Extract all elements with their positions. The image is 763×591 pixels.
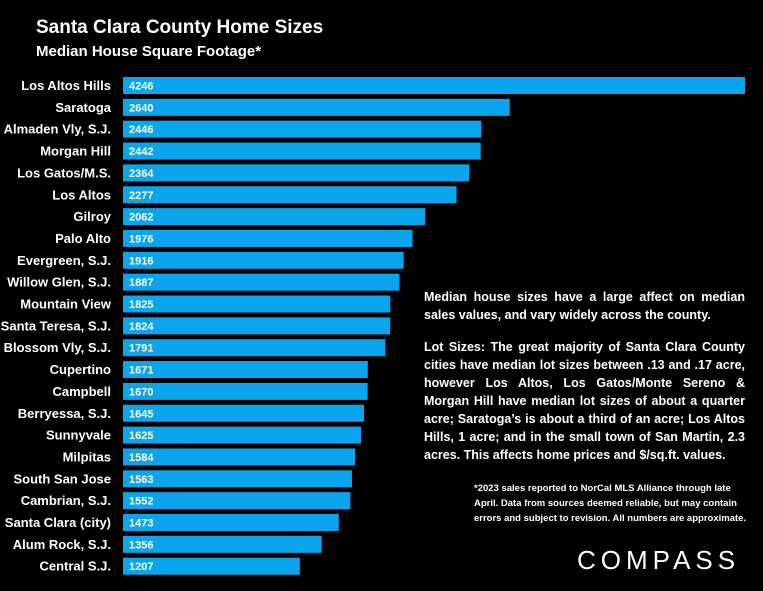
bar-santa-teresa-s-j <box>123 317 391 335</box>
value-label-milpitas: 1584 <box>129 452 154 464</box>
notes-panel: Median house sizes have a large affect o… <box>424 288 745 478</box>
footnote: *2023 sales reported to NorCal MLS Allia… <box>474 483 747 524</box>
chart-subtitle: Median House Square Footage* <box>36 43 262 60</box>
value-label-central-s-j: 1207 <box>129 561 153 573</box>
category-label-morgan-hill: Morgan Hill <box>40 144 111 159</box>
category-label-saratoga: Saratoga <box>55 100 111 115</box>
bar-willow-glen-s-j <box>123 273 400 291</box>
bar-gilroy <box>123 208 426 226</box>
category-label-blossom-vly-s-j: Blossom Vly, S.J. <box>4 340 111 355</box>
bar-cupertino <box>123 361 368 379</box>
value-label-cupertino: 1671 <box>129 365 153 377</box>
category-label-central-s-j: Central S.J. <box>39 559 111 574</box>
value-label-campbell: 1670 <box>129 386 153 398</box>
value-label-los-altos: 2277 <box>129 190 153 202</box>
chart-title: Santa Clara County Home Sizes <box>36 17 324 38</box>
bar-central-s-j <box>123 557 300 575</box>
category-label-south-san-jose: South San Jose <box>13 471 111 486</box>
bar-morgan-hill <box>123 142 481 160</box>
category-label-cupertino: Cupertino <box>50 362 111 377</box>
value-label-santa-clara-city: 1473 <box>129 518 153 530</box>
bar-cambrian-s-j <box>123 492 351 510</box>
compass-logo: COMPASS <box>577 545 741 575</box>
value-label-palo-alto: 1976 <box>129 233 153 245</box>
bar-sunnyvale <box>123 426 362 444</box>
bar-los-altos-hills <box>123 77 745 94</box>
bar-south-san-jose <box>123 470 352 488</box>
note-median-sizes: Median house sizes have a large affect o… <box>424 290 745 322</box>
value-label-saratoga: 2640 <box>129 102 153 114</box>
category-label-los-altos: Los Altos <box>52 187 111 202</box>
bar-mountain-view <box>123 295 391 313</box>
bar-saratoga <box>123 98 510 116</box>
bar-santa-clara-city <box>123 514 339 531</box>
category-label-campbell: Campbell <box>52 384 111 399</box>
bar-milpitas <box>123 448 356 466</box>
bar-palo-alto <box>123 229 413 247</box>
value-label-morgan-hill: 2442 <box>129 146 153 158</box>
value-label-south-san-jose: 1563 <box>129 474 153 486</box>
value-label-gilroy: 2062 <box>129 212 153 224</box>
category-label-alum-rock-s-j: Alum Rock, S.J. <box>13 537 111 552</box>
value-label-willow-glen-s-j: 1887 <box>129 277 153 289</box>
bar-alum-rock-s-j <box>123 535 322 553</box>
value-label-cambrian-s-j: 1552 <box>129 496 153 508</box>
category-label-mountain-view: Mountain View <box>20 297 112 312</box>
note-lot-sizes: Lot Sizes: The great majority of Santa C… <box>424 340 745 462</box>
bar-evergreen-s-j <box>123 251 404 269</box>
category-label-palo-alto: Palo Alto <box>55 231 111 246</box>
value-label-mountain-view: 1825 <box>129 299 153 311</box>
value-label-los-altos-hills: 4246 <box>129 81 153 93</box>
bar-almaden-vly-s-j <box>123 120 482 138</box>
value-label-almaden-vly-s-j: 2446 <box>129 124 153 136</box>
category-label-santa-clara-city: Santa Clara (city) <box>5 515 111 530</box>
value-label-santa-teresa-s-j: 1824 <box>129 321 154 333</box>
value-label-alum-rock-s-j: 1356 <box>129 539 153 551</box>
category-label-cambrian-s-j: Cambrian, S.J. <box>21 493 111 508</box>
category-label-santa-teresa-s-j: Santa Teresa, S.J. <box>1 318 111 333</box>
category-label-berryessa-s-j: Berryessa, S.J. <box>18 406 111 421</box>
category-label-evergreen-s-j: Evergreen, S.J. <box>17 253 111 268</box>
value-label-los-gatos-m-s: 2364 <box>129 168 154 180</box>
bar-campbell <box>123 382 368 400</box>
bar-los-gatos-m-s <box>123 164 470 182</box>
category-label-gilroy: Gilroy <box>73 209 111 224</box>
bar-blossom-vly-s-j <box>123 339 386 357</box>
bar-berryessa-s-j <box>123 404 364 422</box>
bar-los-altos <box>123 186 457 204</box>
value-label-berryessa-s-j: 1645 <box>129 408 153 420</box>
value-label-sunnyvale: 1625 <box>129 430 153 442</box>
category-label-los-altos-hills: Los Altos Hills <box>21 78 111 93</box>
value-label-blossom-vly-s-j: 1791 <box>129 343 153 355</box>
category-label-sunnyvale: Sunnyvale <box>46 428 111 443</box>
category-label-almaden-vly-s-j: Almaden Vly, S.J. <box>4 122 111 137</box>
value-label-evergreen-s-j: 1916 <box>129 255 153 267</box>
category-label-milpitas: Milpitas <box>63 449 111 464</box>
category-label-willow-glen-s-j: Willow Glen, S.J. <box>7 275 111 290</box>
category-label-los-gatos-m-s: Los Gatos/M.S. <box>17 165 111 180</box>
